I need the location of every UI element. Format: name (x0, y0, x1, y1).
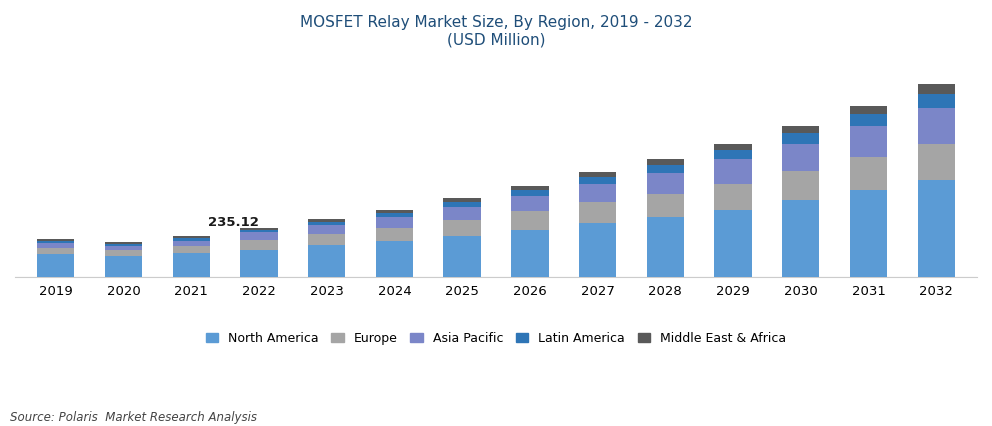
Bar (37, 241, 74, 243)
Bar (647, 193, 684, 217)
Bar (511, 186, 549, 190)
Bar (647, 217, 684, 277)
Bar (647, 159, 684, 164)
Bar (308, 222, 345, 225)
Bar (105, 250, 142, 256)
Text: Source: Polaris  Market Research Analysis: Source: Polaris Market Research Analysis (10, 411, 257, 424)
Bar (173, 241, 209, 246)
Bar (308, 225, 345, 234)
Bar (579, 177, 616, 184)
Bar (308, 234, 345, 245)
Bar (511, 196, 549, 211)
Bar (443, 207, 481, 220)
Bar (376, 213, 413, 217)
Bar (443, 198, 481, 201)
Bar (37, 243, 74, 248)
Bar (850, 106, 887, 114)
Bar (714, 184, 752, 210)
Bar (918, 108, 955, 144)
Bar (850, 114, 887, 126)
Bar (240, 227, 278, 230)
Bar (308, 245, 345, 277)
Legend: North America, Europe, Asia Pacific, Latin America, Middle East & Africa: North America, Europe, Asia Pacific, Lat… (205, 332, 787, 345)
Bar (850, 126, 887, 157)
Bar (308, 219, 345, 222)
Bar (173, 246, 209, 253)
Bar (173, 253, 209, 277)
Bar (579, 223, 616, 277)
Bar (714, 210, 752, 277)
Bar (443, 201, 481, 207)
Bar (783, 133, 819, 144)
Bar (918, 94, 955, 108)
Bar (105, 242, 142, 244)
Bar (173, 236, 209, 238)
Bar (647, 173, 684, 193)
Bar (579, 173, 616, 177)
Bar (37, 248, 74, 254)
Bar (37, 254, 74, 277)
Bar (714, 150, 752, 159)
Bar (714, 144, 752, 150)
Bar (511, 211, 549, 230)
Bar (783, 200, 819, 277)
Bar (579, 202, 616, 223)
Bar (783, 171, 819, 200)
Bar (783, 144, 819, 171)
Bar (443, 236, 481, 277)
Bar (647, 164, 684, 173)
Bar (511, 230, 549, 277)
Bar (579, 184, 616, 202)
Bar (376, 217, 413, 227)
Bar (918, 144, 955, 180)
Bar (783, 126, 819, 133)
Bar (714, 159, 752, 184)
Bar (105, 246, 142, 250)
Bar (918, 84, 955, 94)
Bar (376, 241, 413, 277)
Bar (240, 230, 278, 233)
Bar (105, 244, 142, 246)
Bar (240, 240, 278, 250)
Bar (240, 250, 278, 277)
Bar (376, 210, 413, 213)
Bar (37, 239, 74, 241)
Bar (105, 256, 142, 277)
Bar (240, 233, 278, 240)
Title: MOSFET Relay Market Size, By Region, 2019 - 2032
(USD Million): MOSFET Relay Market Size, By Region, 201… (300, 15, 692, 47)
Bar (850, 190, 887, 277)
Bar (850, 157, 887, 190)
Bar (376, 227, 413, 241)
Bar (443, 220, 481, 236)
Bar (918, 180, 955, 277)
Text: 235.12: 235.12 (208, 216, 259, 229)
Bar (173, 238, 209, 241)
Bar (511, 190, 549, 196)
